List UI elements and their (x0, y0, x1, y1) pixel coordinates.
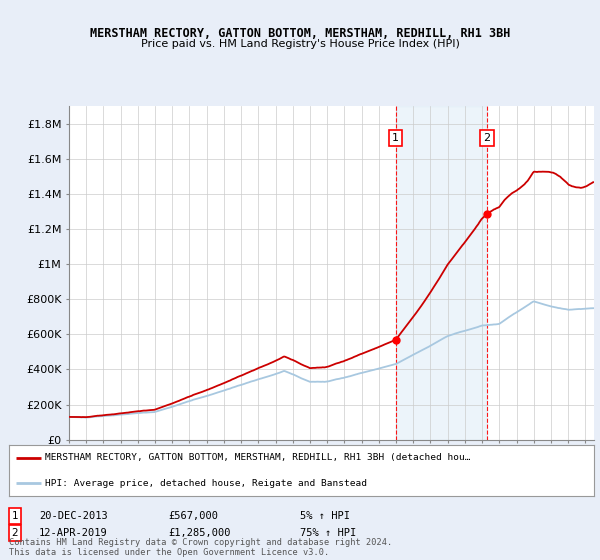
Text: 12-APR-2019: 12-APR-2019 (39, 528, 108, 538)
Text: 1: 1 (392, 133, 399, 143)
Text: Price paid vs. HM Land Registry's House Price Index (HPI): Price paid vs. HM Land Registry's House … (140, 39, 460, 49)
Bar (395, 106, 487, 440)
Text: 5% ↑ HPI: 5% ↑ HPI (300, 511, 350, 521)
Text: £1,285,000: £1,285,000 (168, 528, 230, 538)
Text: HPI: Average price, detached house, Reigate and Banstead: HPI: Average price, detached house, Reig… (45, 478, 367, 488)
Text: Contains HM Land Registry data © Crown copyright and database right 2024.
This d: Contains HM Land Registry data © Crown c… (9, 538, 392, 557)
Text: 2: 2 (11, 528, 19, 538)
Text: 1: 1 (11, 511, 19, 521)
Text: 75% ↑ HPI: 75% ↑ HPI (300, 528, 356, 538)
Text: MERSTHAM RECTORY, GATTON BOTTOM, MERSTHAM, REDHILL, RH1 3BH: MERSTHAM RECTORY, GATTON BOTTOM, MERSTHA… (90, 27, 510, 40)
Text: MERSTHAM RECTORY, GATTON BOTTOM, MERSTHAM, REDHILL, RH1 3BH (detached hou…: MERSTHAM RECTORY, GATTON BOTTOM, MERSTHA… (45, 453, 471, 463)
Text: 2: 2 (484, 133, 490, 143)
Text: 20-DEC-2013: 20-DEC-2013 (39, 511, 108, 521)
Text: £567,000: £567,000 (168, 511, 218, 521)
